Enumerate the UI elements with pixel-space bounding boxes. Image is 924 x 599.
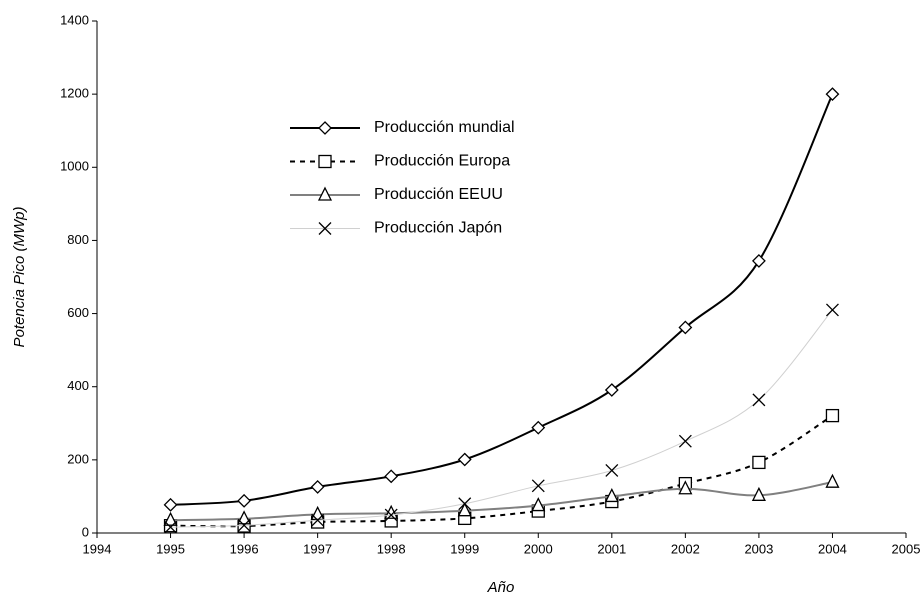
marker (604, 383, 619, 397)
marker (164, 520, 178, 534)
marker (825, 303, 839, 317)
marker (825, 87, 840, 102)
series-line (170, 309, 833, 528)
x-tick-label: 1995 (156, 541, 185, 556)
x-tick-label: 1994 (83, 541, 112, 556)
marker (237, 510, 252, 525)
y-tick-label: 1200 (60, 86, 89, 101)
marker (317, 186, 333, 201)
marker (825, 473, 840, 488)
x-tick-label: 2000 (524, 541, 553, 556)
marker (604, 487, 619, 503)
marker (751, 253, 766, 268)
x-tick-label: 2003 (744, 541, 773, 556)
marker (310, 480, 325, 494)
y-tick-label: 600 (67, 305, 89, 320)
marker (384, 469, 399, 484)
y-tick-label: 200 (67, 451, 89, 466)
marker (678, 320, 693, 335)
series-line (170, 414, 833, 528)
marker (237, 493, 252, 508)
marker (605, 464, 619, 477)
marker (457, 452, 472, 467)
marker (457, 502, 472, 517)
marker (163, 497, 178, 512)
legend-label: Producción Europa (374, 153, 510, 170)
y-tick-label: 0 (82, 524, 89, 539)
y-tick-label: 400 (67, 378, 89, 393)
x-axis-label: Año (487, 579, 515, 596)
marker (531, 420, 546, 435)
marker (752, 455, 766, 470)
y-tick-label: 1000 (60, 159, 89, 174)
marker (311, 513, 325, 527)
x-tick-label: 1997 (303, 541, 332, 556)
marker (237, 518, 251, 532)
marker (752, 393, 766, 407)
x-tick-label: 2005 (892, 541, 921, 556)
marker (163, 511, 178, 526)
marker (751, 486, 766, 501)
x-tick-label: 2004 (818, 541, 847, 556)
series-line (170, 481, 833, 522)
marker (678, 434, 692, 448)
marker (678, 480, 693, 495)
marker (825, 408, 840, 423)
x-tick-label: 1998 (377, 541, 406, 556)
legend-label: Producción Japón (374, 220, 502, 237)
y-tick-label: 800 (67, 232, 89, 247)
marker (531, 497, 546, 512)
x-tick-label: 2001 (597, 541, 626, 556)
marker (458, 497, 472, 511)
marker (318, 154, 332, 169)
y-tick-label: 1400 (60, 12, 89, 27)
marker (318, 222, 332, 235)
x-tick-label: 1999 (450, 541, 479, 556)
y-axis-label: Potencia Pico (MWp) (11, 207, 28, 348)
x-tick-label: 1996 (230, 541, 259, 556)
marker (318, 121, 332, 135)
x-tick-label: 2002 (671, 541, 700, 556)
legend-label: Producción mundial (374, 119, 515, 136)
marker (531, 479, 545, 493)
marker (384, 508, 398, 522)
legend-label: Producción EEUU (374, 186, 503, 203)
